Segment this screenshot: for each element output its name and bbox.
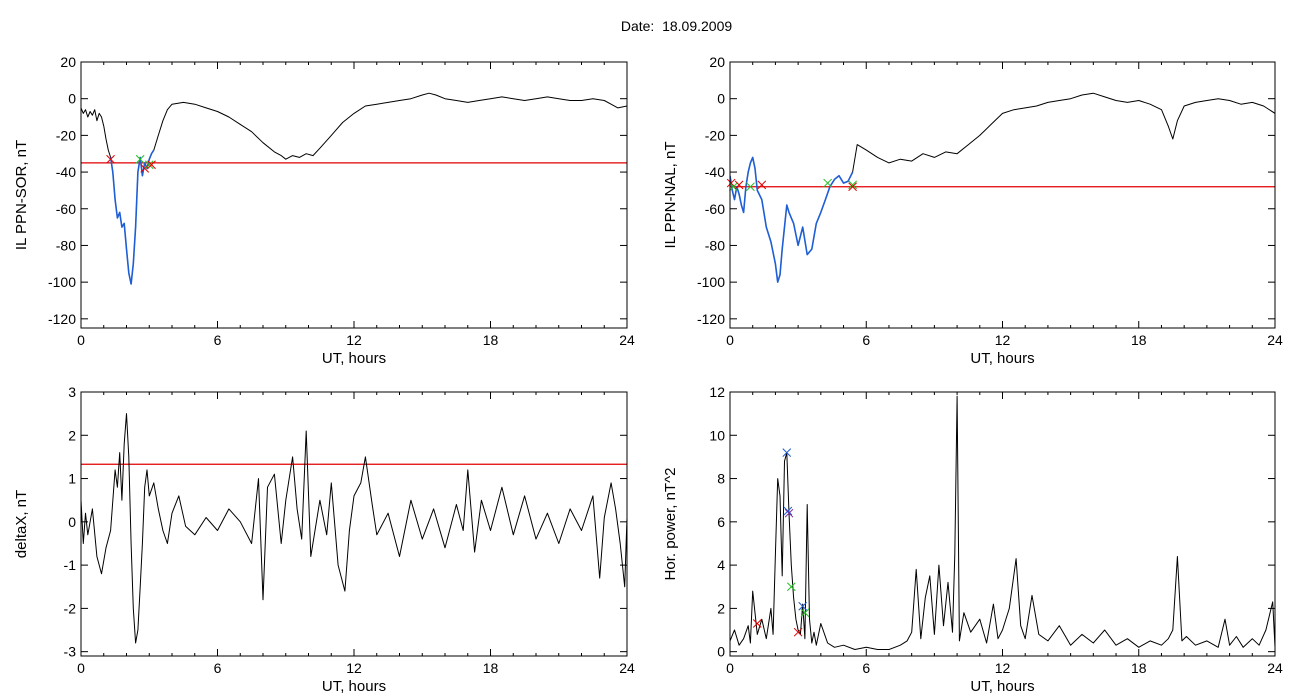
y-tick-label: 3: [68, 384, 76, 400]
series-line-0: [81, 92, 627, 285]
y-tick-label: -120: [697, 311, 725, 327]
page-title: Date: 18.09.2009: [620, 18, 733, 34]
x-tick-label: 12: [346, 332, 362, 348]
marker-green: [144, 160, 154, 170]
x-tick-label: 24: [619, 660, 635, 676]
x-tick-label: 12: [346, 660, 362, 676]
y-tick-label: -100: [48, 274, 76, 290]
y-tick-label: 4: [717, 557, 725, 573]
y-tick-label: -20: [705, 127, 725, 143]
marker-green: [786, 582, 796, 592]
y-tick-label: 12: [709, 384, 725, 400]
y-tick-label: 8: [717, 471, 725, 487]
x-tick-label: 0: [726, 660, 734, 676]
y-tick-label: -60: [705, 201, 725, 217]
x-tick-label: 18: [1131, 660, 1147, 676]
y-tick-label: 0: [68, 91, 76, 107]
y-tick-label: -3: [64, 644, 77, 660]
y-tick-label: 0: [68, 514, 76, 530]
highlight-segment: [109, 149, 155, 285]
y-tick-label: -100: [697, 274, 725, 290]
marker-red: [757, 180, 767, 190]
marker-red: [734, 180, 744, 190]
y-tick-label: -2: [64, 600, 77, 616]
y-tick-label: 2: [68, 427, 76, 443]
marker-green: [135, 154, 145, 164]
x-tick-label: 6: [862, 660, 870, 676]
marker-red: [147, 160, 156, 170]
x-tick-label: 18: [483, 660, 499, 676]
y-axis-label: IL PPN-SOR, nT: [13, 140, 30, 250]
marker-green: [848, 180, 857, 190]
y-axis-label: deltaX, nT: [13, 490, 30, 558]
marker-red: [793, 627, 803, 637]
plot-frame: [80, 61, 628, 329]
y-tick-label: -80: [56, 237, 76, 253]
x-axis-label: UT, hours: [322, 350, 386, 367]
x-tick-label: 0: [77, 660, 85, 676]
x-tick-label: 24: [1267, 332, 1283, 348]
x-axis-label: UT, hours: [970, 350, 1034, 367]
x-tick-label: 24: [1267, 660, 1283, 676]
marker-green: [746, 182, 755, 192]
y-tick-label: 0: [717, 644, 725, 660]
x-axis-label: UT, hours: [322, 678, 386, 695]
marker-red: [140, 164, 150, 173]
y-tick-label: 6: [717, 514, 725, 530]
y-tick-label: -40: [56, 164, 76, 180]
y-tick-label: -60: [56, 201, 76, 217]
marker-blue: [798, 601, 808, 611]
x-axis-label: UT, hours: [970, 678, 1034, 695]
x-tick-label: 24: [619, 332, 635, 348]
plot-frame: [729, 61, 1276, 329]
x-tick-label: 0: [726, 332, 734, 348]
x-tick-label: 12: [995, 332, 1011, 348]
y-tick-label: 10: [709, 427, 725, 443]
y-tick-label: 20: [709, 54, 725, 70]
marker-red: [752, 619, 762, 628]
y-tick-label: 0: [717, 91, 725, 107]
marker-red: [848, 182, 857, 192]
y-tick-label: -1: [64, 557, 77, 573]
series-line-0: [730, 92, 1275, 283]
x-tick-label: 6: [862, 332, 870, 348]
chart-ppn-sor: 0 6 12 18 24 -120 -100 -80 -60 -40 -20 0 20 UT, hours…: [13, 54, 635, 367]
x-tick-label: 6: [214, 660, 222, 676]
highlight-segment: [730, 156, 854, 283]
y-tick-label: 2: [717, 600, 725, 616]
y-tick-label: 20: [60, 54, 76, 70]
y-tick-label: -40: [705, 164, 725, 180]
x-tick-label: 18: [1131, 332, 1147, 348]
y-tick-label: -120: [48, 311, 76, 327]
marker-green: [800, 608, 810, 618]
y-axis-label: IL PPN-NAL, nT: [662, 142, 679, 249]
y-tick-label: 1: [68, 471, 76, 487]
marker-green: [823, 178, 832, 188]
marker-blue: [783, 506, 793, 516]
marker-blue: [782, 448, 792, 457]
y-tick-label: -80: [705, 237, 725, 253]
marker-purple: [784, 508, 794, 518]
marker-green: [729, 182, 738, 192]
series-line-0: [81, 413, 627, 644]
marker-red: [106, 154, 115, 164]
chart-ppn-nal: 0 6 12 18 24 -120 -100 -80 -60 -40 -20 0 20 UT, hours…: [662, 54, 1283, 367]
plot-frame: [80, 391, 628, 657]
x-tick-label: 18: [483, 332, 499, 348]
series-line-0: [730, 395, 1275, 650]
x-tick-label: 6: [214, 332, 222, 348]
x-tick-label: 0: [77, 332, 85, 348]
y-tick-label: -20: [56, 127, 76, 143]
y-axis-label: Hor. power, nT^2: [662, 468, 679, 581]
x-tick-label: 12: [995, 660, 1011, 676]
plot-frame: [729, 391, 1276, 657]
